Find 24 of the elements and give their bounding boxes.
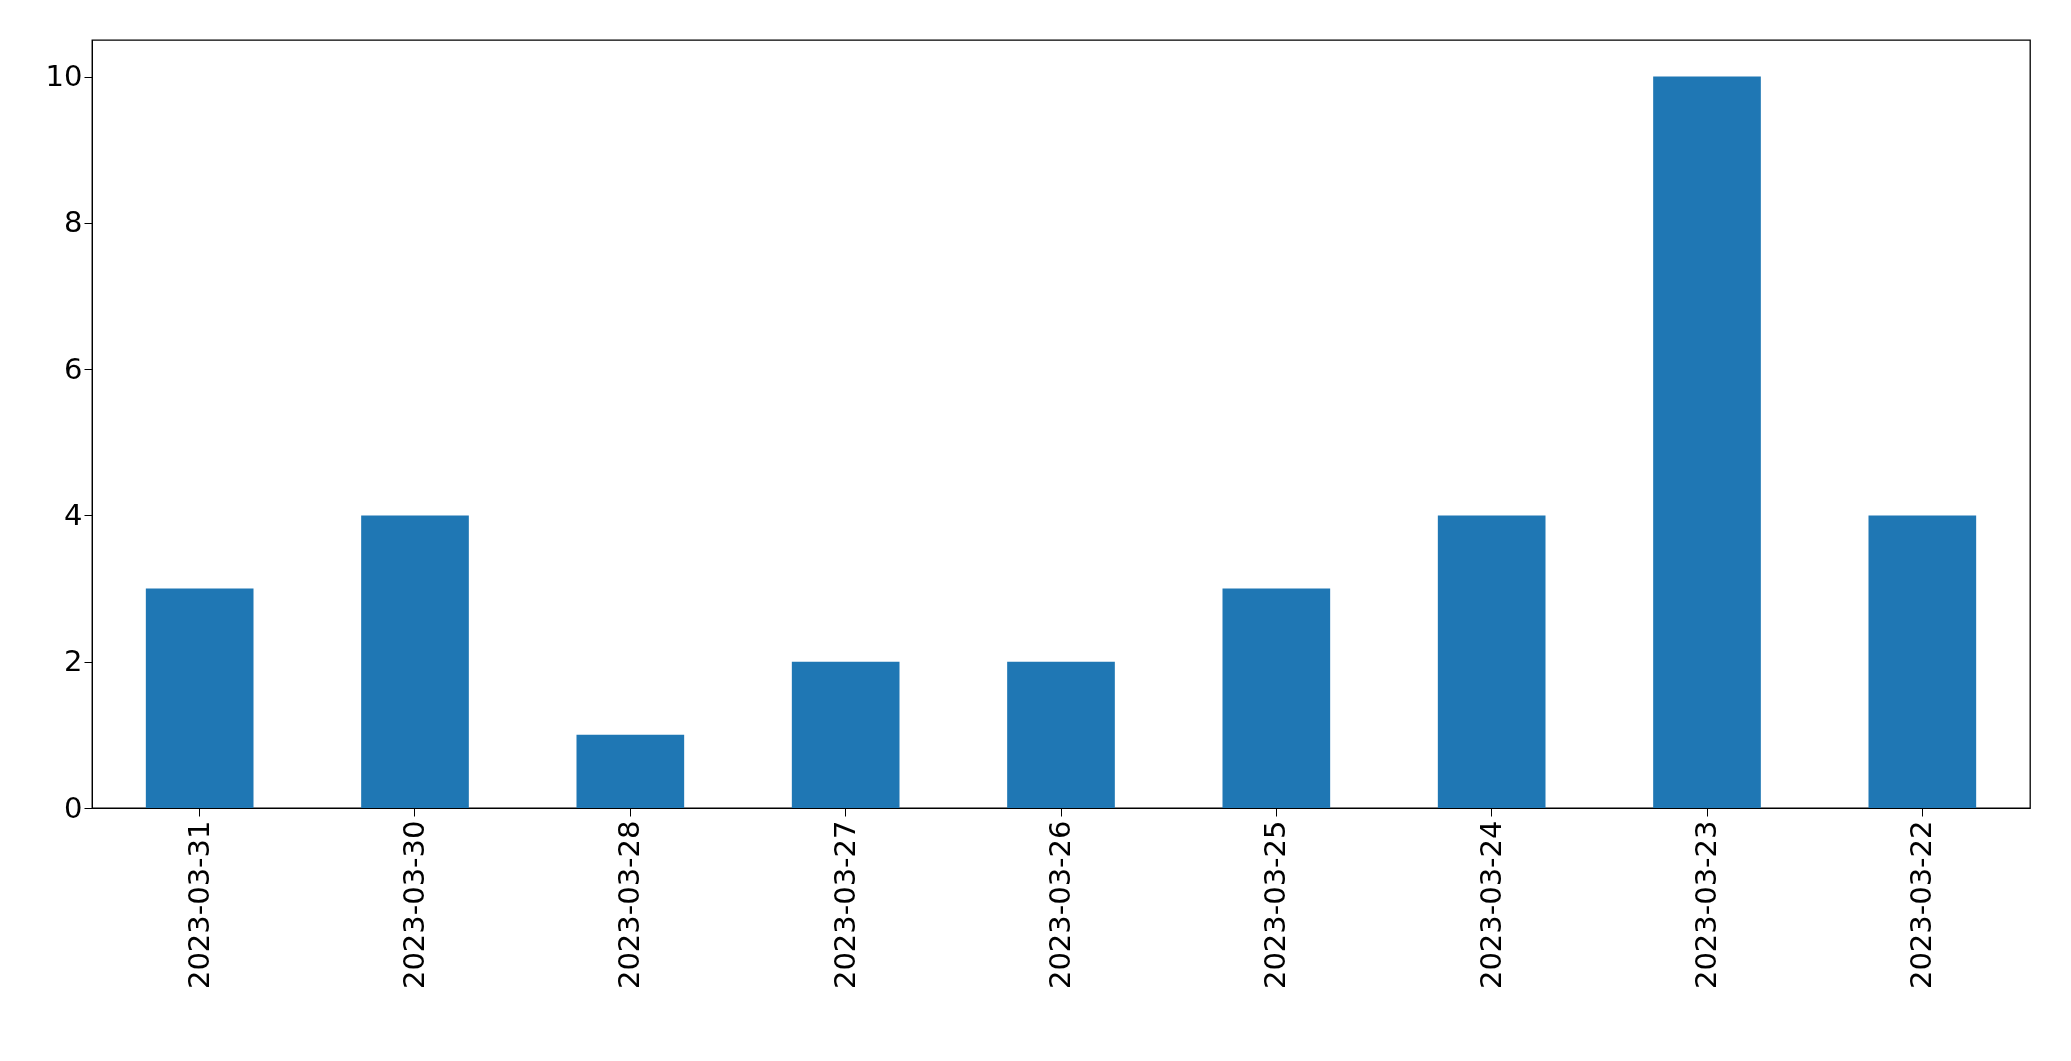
bar bbox=[576, 734, 685, 808]
y-tick-label: 0 bbox=[64, 790, 83, 825]
bar bbox=[1222, 588, 1331, 808]
x-tick-label: 2023-03-23 bbox=[1689, 820, 1723, 990]
y-tick-label: 8 bbox=[64, 205, 83, 240]
x-tick-label: 2023-03-25 bbox=[1258, 820, 1293, 990]
x-tick-label: 2023-03-27 bbox=[827, 820, 862, 990]
y-tick-label: 4 bbox=[64, 497, 83, 532]
bar bbox=[1868, 515, 1977, 808]
x-tick-label: 2023-03-24 bbox=[1473, 820, 1508, 990]
x-tick-label: 2023-03-30 bbox=[397, 820, 431, 990]
y-tick-label: 10 bbox=[45, 59, 83, 94]
x-tick-label: 2023-03-28 bbox=[612, 820, 647, 990]
y-tick-label: 6 bbox=[64, 351, 83, 386]
bar bbox=[1653, 76, 1761, 808]
bar bbox=[361, 515, 469, 808]
bar bbox=[145, 588, 254, 808]
bar bbox=[1007, 661, 1115, 808]
x-tick-label: 2023-03-31 bbox=[181, 820, 216, 990]
y-tick-label: 2 bbox=[64, 644, 83, 679]
bar bbox=[1437, 515, 1546, 808]
x-tick-label: 2023-03-26 bbox=[1043, 820, 1077, 990]
x-tick-label: 2023-03-22 bbox=[1904, 820, 1939, 990]
bar bbox=[791, 661, 900, 808]
